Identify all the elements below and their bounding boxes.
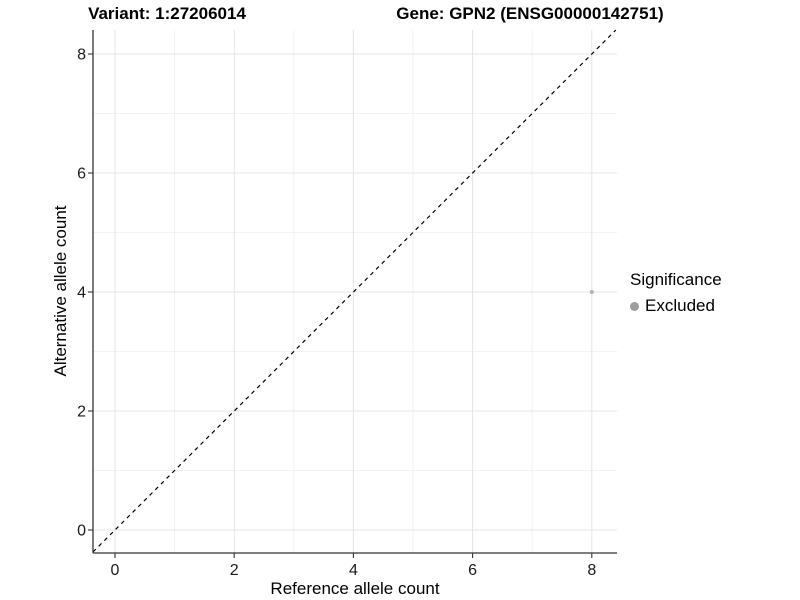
legend-items: Excluded (630, 296, 722, 316)
legend-key-dot-icon (630, 301, 639, 311)
x-axis-title: Reference allele count (270, 579, 440, 598)
y-axis-title: Alternative allele count (51, 205, 70, 377)
gene-title: Gene: GPN2 (ENSG00000142751) (396, 4, 664, 23)
variant-title: Variant: 1:27206014 (88, 4, 246, 23)
x-tick-label: 4 (349, 562, 358, 579)
legend-item-excluded: Excluded (630, 296, 722, 316)
x-tick-label: 8 (587, 562, 596, 579)
y-tick-label: 8 (77, 47, 86, 64)
legend: Significance Excluded (630, 270, 722, 316)
x-tick-label: 6 (468, 562, 477, 579)
legend-title: Significance (630, 270, 722, 289)
y-tick-label: 0 (77, 523, 86, 540)
y-tick-label: 4 (77, 285, 86, 302)
x-tick-label: 0 (111, 562, 120, 579)
legend-item-label: Excluded (645, 296, 715, 315)
y-tick-label: 6 (77, 166, 86, 183)
y-tick-label: 2 (77, 404, 86, 421)
identity-reference-line (92, 29, 617, 553)
x-tick-label: 2 (230, 562, 239, 579)
data-point (589, 290, 594, 294)
